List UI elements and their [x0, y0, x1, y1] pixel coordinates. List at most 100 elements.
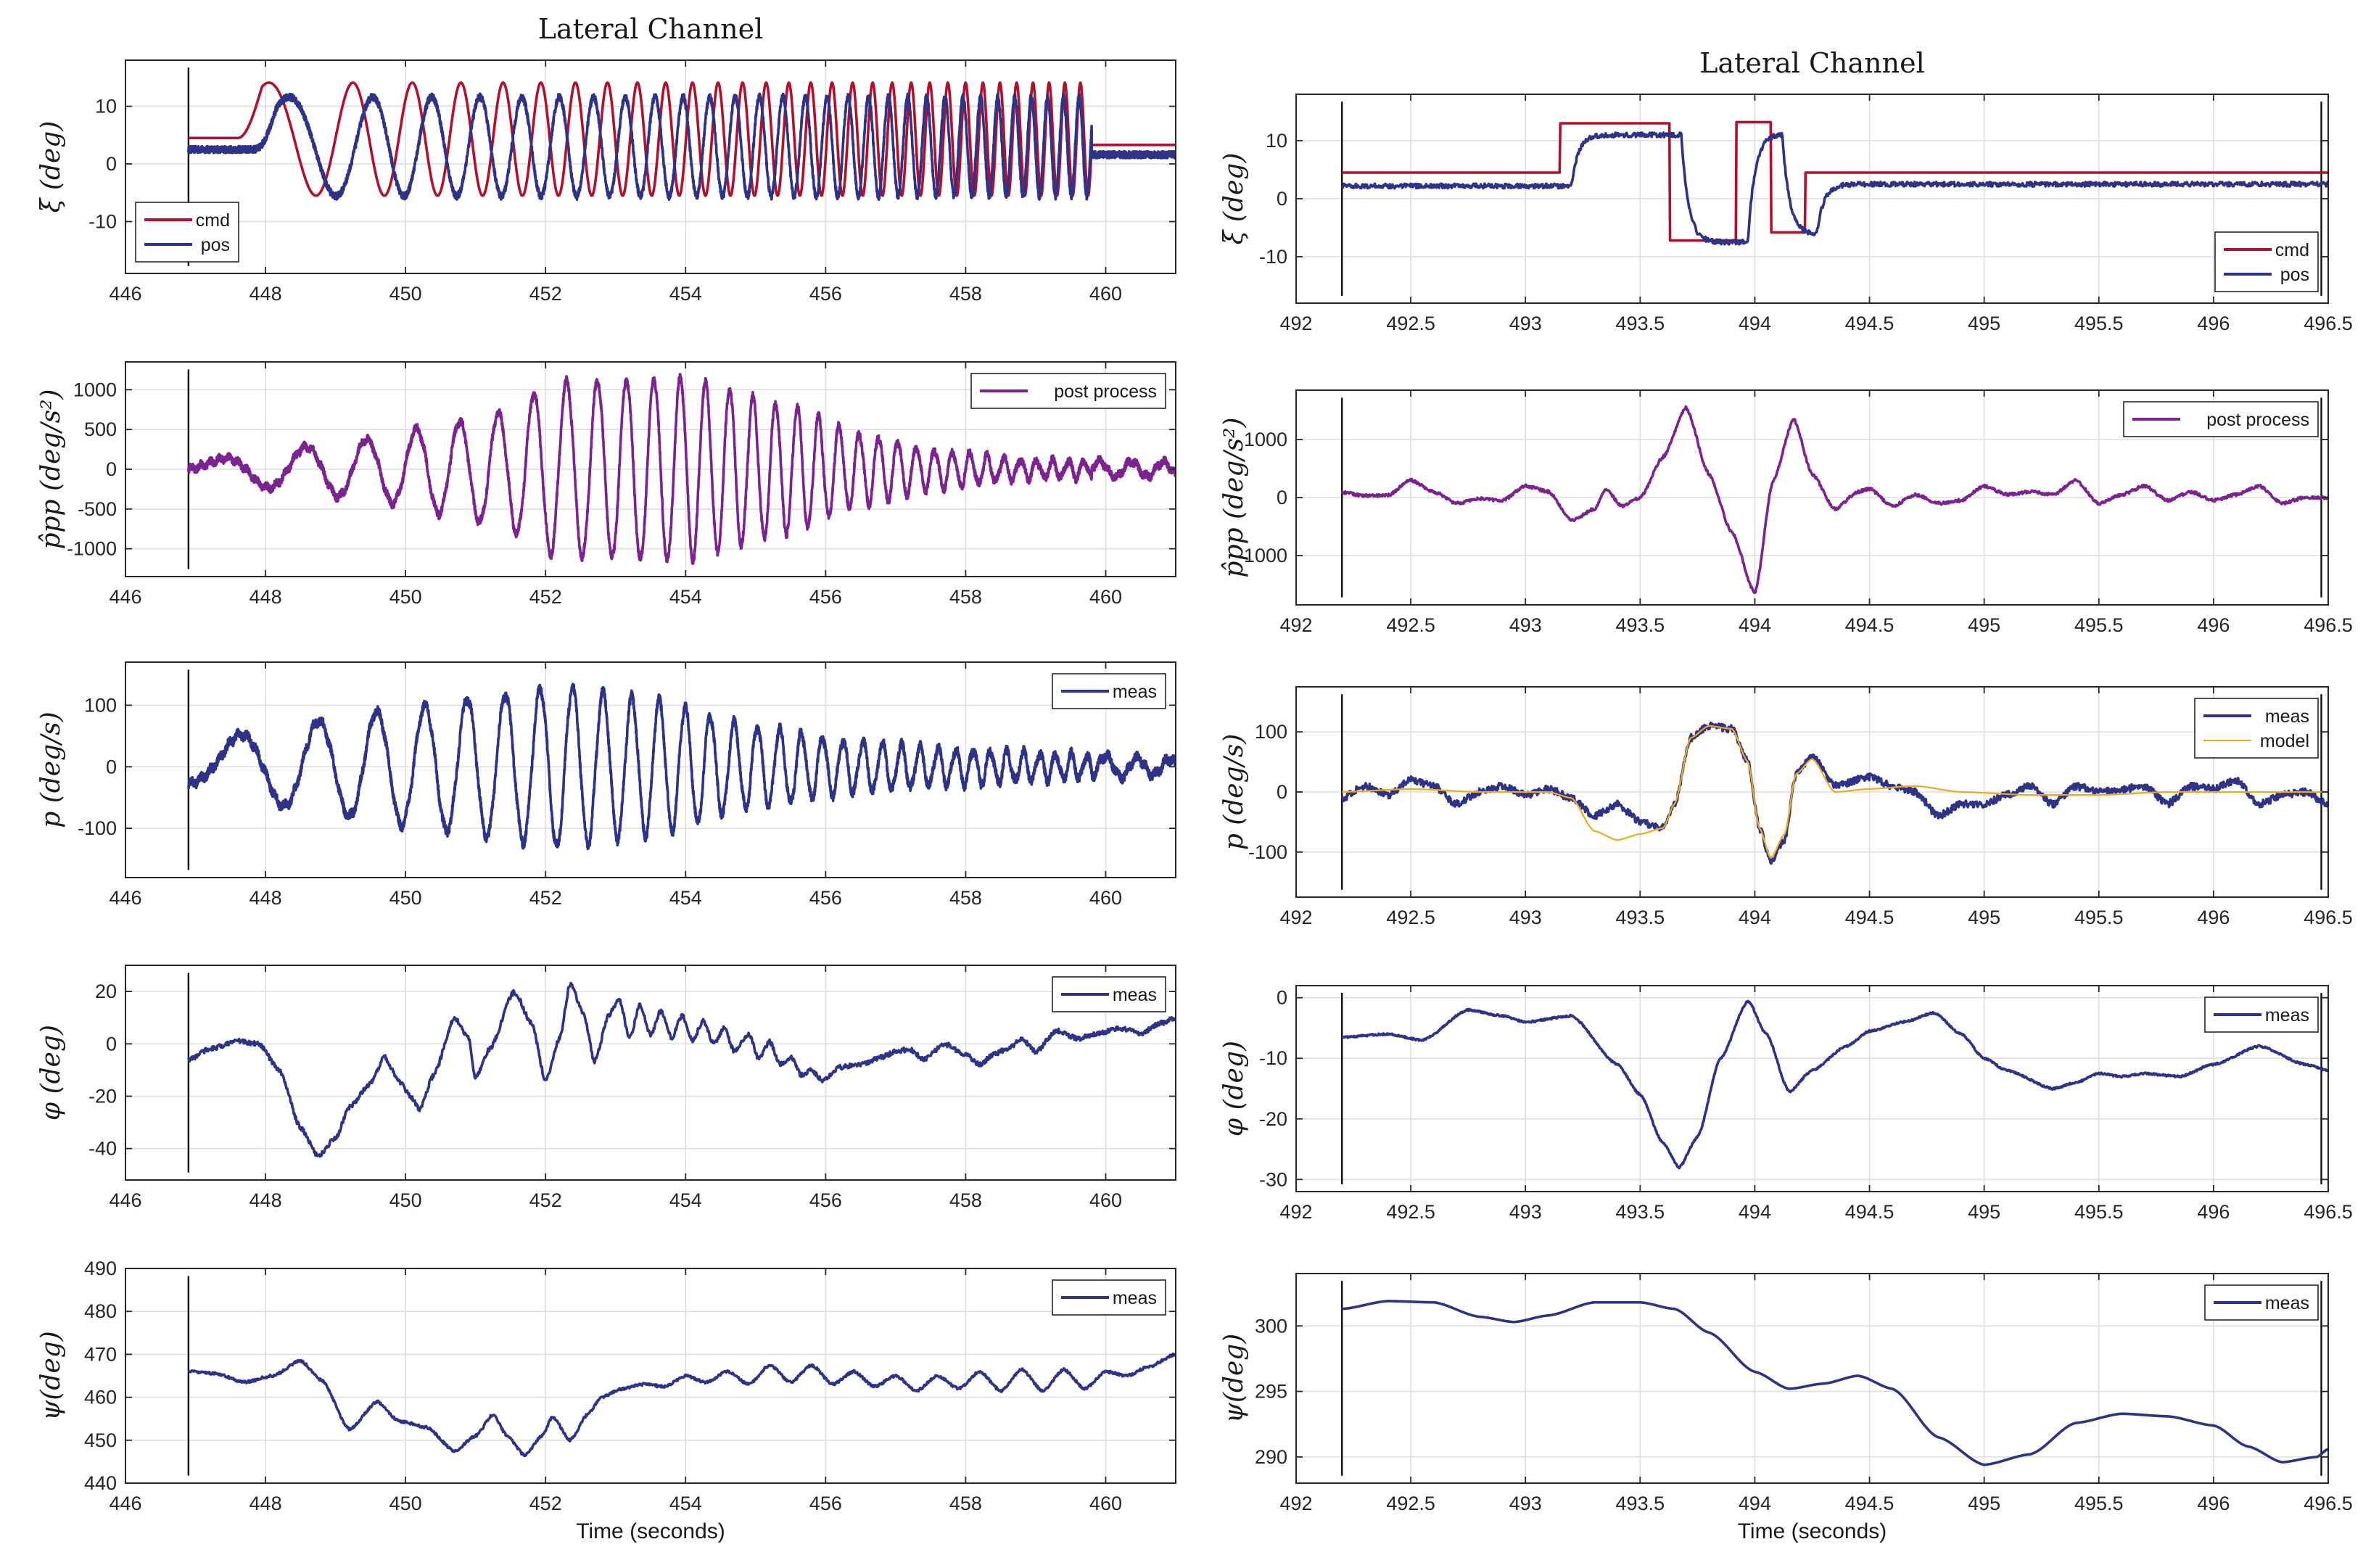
plot-frame: [125, 1268, 1176, 1484]
x-tick-label: 493: [1509, 1493, 1542, 1514]
legend: meas: [1052, 673, 1166, 709]
legend: cmd pos: [2214, 231, 2319, 292]
legend: meas: [2204, 996, 2319, 1033]
plot-frame: [1295, 1273, 2329, 1484]
series-line-meas: [1341, 999, 2328, 1170]
y-tick-label: 480: [84, 1300, 117, 1322]
y-tick-label: 0: [106, 756, 117, 777]
x-tick-label: 496.5: [2304, 1493, 2353, 1514]
x-tick-label: 496.5: [2304, 907, 2353, 928]
chart-right-1: 492 492.5 493 493.5 494 494.5 495 495.5 496 496.5…: [1219, 47, 2353, 334]
x-tick-label: 492: [1279, 1493, 1312, 1514]
x-tick-label: 460: [1089, 887, 1122, 909]
y-tick-label: -10: [1259, 246, 1287, 268]
series-line-pos: [1340, 131, 2328, 246]
x-tick-label: 495.5: [2074, 614, 2124, 636]
x-tick-label: 454: [669, 887, 702, 909]
y-axis-label: p̂pp (deg/s²): [1219, 417, 1249, 577]
legend: meas model: [2194, 698, 2319, 759]
chart-left-4: 446 448 450 452 454 456 458 460 -40 -20 0 20 φ (deg)…: [36, 965, 1176, 1211]
y-axis-label: p (deg/s): [36, 711, 66, 828]
x-tick-label: 450: [389, 283, 422, 305]
y-tick-label: 300: [1255, 1315, 1287, 1337]
x-tick-label: 460: [1089, 1189, 1122, 1211]
y-axis-label: ψ(deg): [36, 1331, 66, 1421]
x-axis-label: Time (seconds): [576, 1519, 725, 1543]
x-tick-label: 493.5: [1616, 907, 1665, 928]
y-axis-label: φ (deg): [36, 1025, 66, 1121]
plot-frame: [125, 59, 1176, 274]
chart-right-5: 492 492.5 493 493.5 494 494.5 495 495.5 496 496.5…: [1219, 1273, 2353, 1543]
x-tick-label: 495.5: [2074, 907, 2124, 928]
y-tick-label: 0: [1277, 487, 1287, 508]
x-tick-label: 495: [1968, 614, 2000, 636]
y-tick-label: 100: [84, 694, 117, 716]
y-tick-label: 1000: [73, 379, 117, 400]
y-tick-label: 450: [84, 1429, 117, 1451]
legend-label: meas: [2265, 1005, 2309, 1026]
x-tick-label: 446: [109, 1189, 141, 1211]
legend-label: meas: [2265, 1293, 2309, 1313]
x-tick-label: 458: [949, 1493, 982, 1514]
x-tick-label: 460: [1089, 1493, 1122, 1514]
y-tick-label: 470: [84, 1343, 117, 1365]
x-tick-label: 495: [1968, 907, 2000, 928]
x-tick-label: 456: [809, 1189, 842, 1211]
x-tick-label: 456: [809, 1493, 842, 1514]
x-tick-label: 456: [809, 586, 842, 608]
x-tick-label: 492.5: [1386, 907, 1435, 928]
plot-area: [125, 965, 1176, 1181]
legend-label: meas: [1113, 682, 1157, 702]
x-tick-label: 493: [1509, 614, 1542, 636]
legend: cmd pos: [135, 202, 239, 263]
series-line-meas: [1341, 1300, 2328, 1466]
x-tick-label: 494: [1739, 907, 1771, 928]
plot-frame: [125, 661, 1176, 878]
legend: meas: [1052, 1279, 1166, 1316]
y-tick-label: -20: [1259, 1108, 1287, 1130]
y-axis-label: p (deg/s): [1219, 734, 1249, 851]
legend-label: pos: [2280, 265, 2309, 285]
x-tick-label: 494.5: [1845, 1493, 1894, 1514]
y-tick-label: -40: [88, 1138, 117, 1160]
chart-right-3: 492 492.5 493 493.5 494 494.5 495 495.5 496 496.5…: [1219, 686, 2353, 928]
x-tick-label: 495: [1968, 1201, 2000, 1223]
x-tick-label: 448: [250, 283, 282, 305]
x-tick-label: 496.5: [2304, 614, 2353, 636]
y-tick-label: 440: [84, 1472, 117, 1494]
legend-label: model: [2260, 731, 2309, 751]
y-tick-label: 0: [106, 458, 117, 480]
y-tick-label: 290: [1255, 1446, 1287, 1468]
y-tick-label: 0: [1277, 188, 1287, 210]
x-tick-label: 496: [2197, 313, 2230, 334]
chart-right-4: 492 492.5 493 493.5 494 494.5 495 495.5 496 496.5…: [1219, 985, 2353, 1223]
x-tick-label: 452: [529, 283, 562, 305]
x-tick-label: 456: [809, 887, 842, 909]
series-line-model: [1342, 725, 2328, 859]
x-tick-label: 450: [389, 586, 422, 608]
x-tick-label: 460: [1089, 586, 1122, 608]
x-tick-label: 454: [669, 1189, 702, 1211]
y-tick-label: 460: [84, 1387, 117, 1408]
y-tick-label: -10: [88, 210, 117, 232]
y-tick-label: 1000: [1244, 429, 1287, 450]
x-tick-label: 458: [949, 887, 982, 909]
x-tick-label: 454: [669, 1493, 702, 1514]
y-tick-label: -1000: [67, 538, 117, 560]
chart-left-5: 446 448 450 452 454 456 458 460 440 450 460 470 480 4…: [36, 1258, 1176, 1543]
series-line-post-process: [1340, 405, 2328, 595]
y-axis-label: p̂pp (deg/s²): [36, 389, 66, 549]
y-tick-label: 10: [95, 96, 117, 117]
x-tick-label: 492.5: [1386, 313, 1435, 334]
x-tick-label: 458: [949, 283, 982, 305]
x-tick-label: 458: [949, 586, 982, 608]
y-axis-label: ξ (deg): [36, 121, 66, 213]
x-tick-label: 460: [1089, 283, 1122, 305]
series-line-cmd: [1341, 120, 2328, 242]
x-tick-label: 494.5: [1845, 1201, 1894, 1223]
legend-label: post process: [2206, 410, 2309, 430]
x-tick-label: 452: [529, 586, 562, 608]
x-tick-label: 452: [529, 887, 562, 909]
x-tick-label: 493: [1509, 907, 1542, 928]
